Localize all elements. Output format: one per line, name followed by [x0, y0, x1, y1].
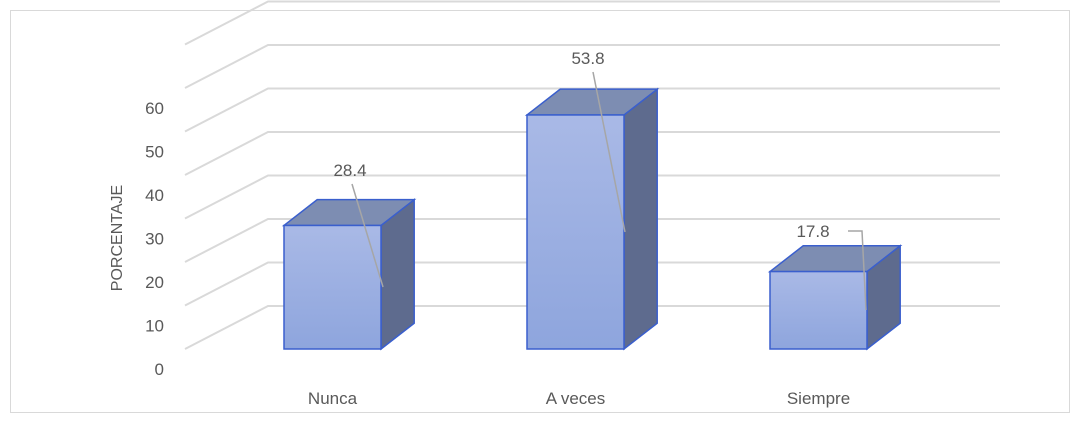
data-label-leader [848, 230, 867, 311]
bar [524, 87, 660, 351]
data-label-leader [592, 71, 626, 233]
gridline [184, 174, 1000, 220]
y-tick-label: 40 [145, 186, 164, 205]
gridline [184, 305, 1000, 350]
gridline [184, 131, 1000, 176]
gridline [184, 0, 1000, 46]
data-label: 17.8 [796, 222, 829, 241]
bar [767, 244, 903, 351]
gridlines [184, 0, 1000, 350]
x-category-label: A veces [546, 389, 606, 408]
gridline [184, 44, 1000, 89]
bar-front-face [283, 224, 382, 350]
gridline [184, 218, 1000, 263]
y-tick-label: 60 [145, 99, 164, 118]
data-label-leader [351, 183, 384, 288]
bar-front-face [526, 114, 625, 350]
y-tick-label: 20 [145, 273, 164, 292]
bars [281, 87, 903, 351]
data-label: 28.4 [333, 161, 366, 180]
gridline [184, 87, 1000, 133]
y-tick-label: 10 [145, 317, 164, 336]
y-tick-label: 50 [145, 143, 164, 162]
data-label: 53.8 [571, 49, 604, 68]
x-axis-categories: Nunca A veces Siempre [308, 389, 850, 408]
y-axis-label: PORCENTAJE [109, 185, 126, 291]
y-tick-label: 30 [145, 230, 164, 249]
bar [281, 198, 417, 351]
x-category-label: Siempre [787, 389, 850, 408]
y-tick-label: 0 [155, 360, 164, 379]
y-axis-ticks: 0 10 20 30 40 50 60 [145, 99, 164, 379]
bar-front-face [769, 270, 868, 350]
gridline [184, 261, 1000, 307]
data-labels: 28.4 53.8 17.8 [333, 49, 867, 311]
x-category-label: Nunca [308, 389, 358, 408]
bar-side-face [623, 87, 658, 351]
